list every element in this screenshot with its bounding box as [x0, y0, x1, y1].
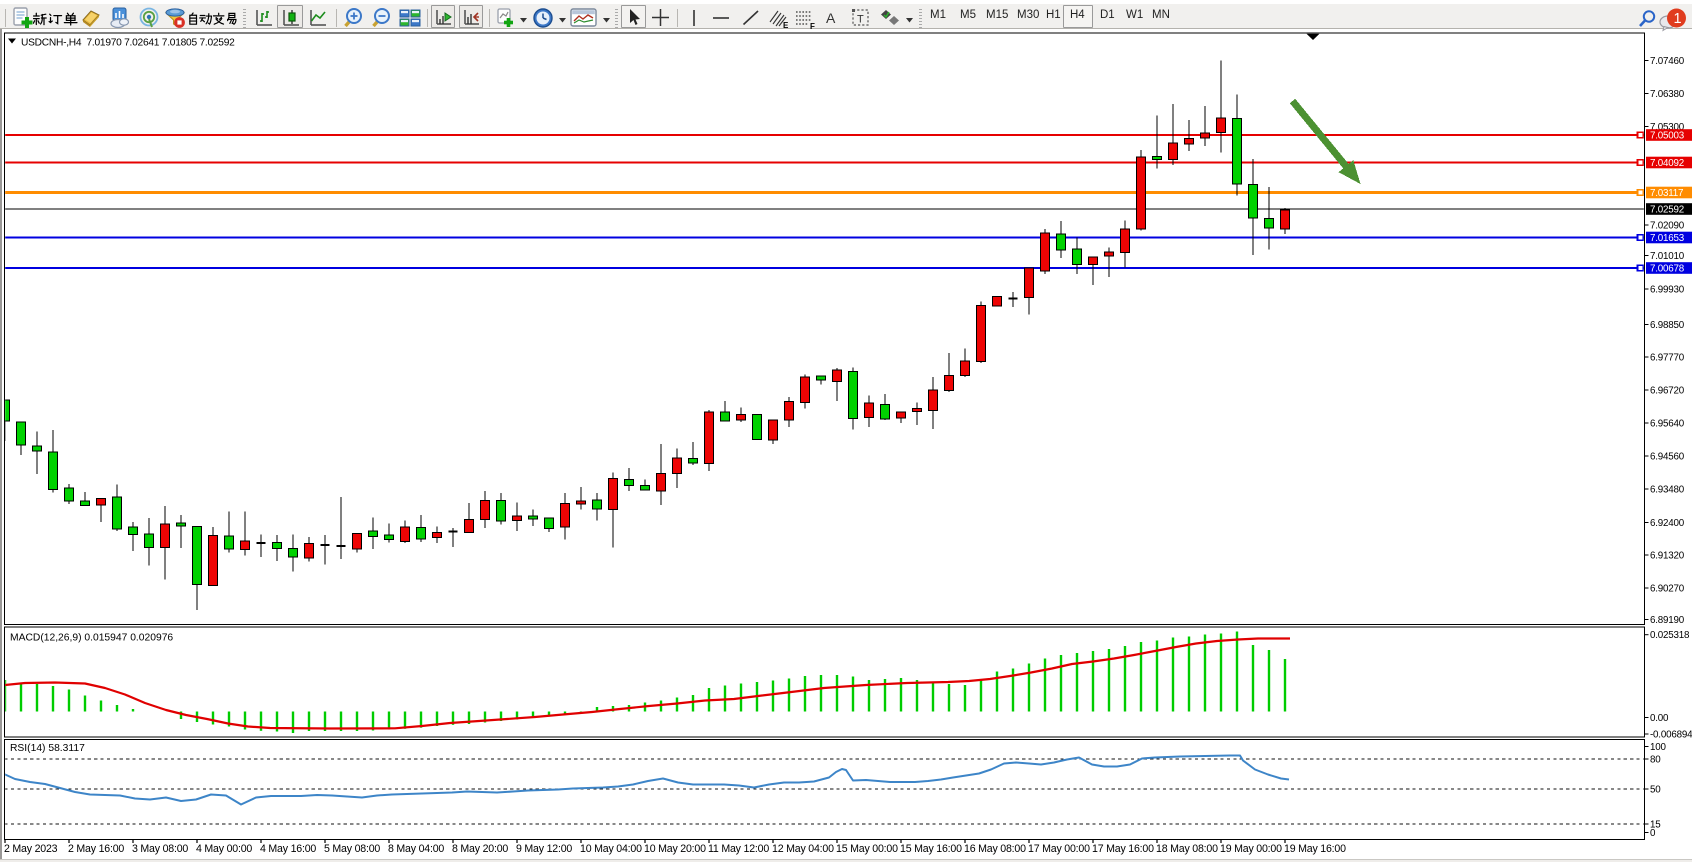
- svg-text:6.98850: 6.98850: [1650, 320, 1685, 331]
- svg-text:15 May 16:00: 15 May 16:00: [900, 843, 962, 855]
- svg-text:19 May 16:00: 19 May 16:00: [1284, 843, 1346, 855]
- svg-text:50: 50: [1650, 785, 1661, 796]
- svg-text:1: 1: [1674, 11, 1682, 27]
- svg-text:17 May 00:00: 17 May 00:00: [1028, 843, 1090, 855]
- svg-text:7.03117: 7.03117: [1650, 188, 1683, 199]
- svg-text:F: F: [810, 22, 815, 30]
- svg-text:15: 15: [1650, 820, 1661, 831]
- svg-text:7.01010: 7.01010: [1650, 251, 1685, 262]
- svg-text:18 May 08:00: 18 May 08:00: [1156, 843, 1218, 855]
- svg-text:7.05003: 7.05003: [1650, 131, 1685, 142]
- svg-text:9 May 12:00: 9 May 12:00: [516, 843, 572, 855]
- svg-text:-0.006894: -0.006894: [1650, 730, 1692, 741]
- svg-text:6.92400: 6.92400: [1650, 518, 1685, 529]
- svg-text:16 May 08:00: 16 May 08:00: [964, 843, 1026, 855]
- svg-text:0.00: 0.00: [1650, 713, 1669, 724]
- svg-text:17 May 16:00: 17 May 16:00: [1092, 843, 1154, 855]
- svg-text:6.95640: 6.95640: [1650, 419, 1685, 430]
- svg-text:12 May 04:00: 12 May 04:00: [772, 843, 834, 855]
- svg-text:6.97770: 6.97770: [1650, 353, 1685, 364]
- svg-text:T: T: [857, 14, 864, 26]
- svg-text:0.025318: 0.025318: [1650, 630, 1690, 641]
- svg-text:10 May 04:00: 10 May 04:00: [580, 843, 642, 855]
- svg-text:6.99930: 6.99930: [1650, 285, 1685, 296]
- svg-text:2 May 2023: 2 May 2023: [4, 843, 58, 855]
- svg-text:E: E: [783, 21, 789, 30]
- svg-text:7.02090: 7.02090: [1650, 221, 1685, 232]
- svg-text:7.01653: 7.01653: [1650, 233, 1685, 244]
- svg-text:3 May 08:00: 3 May 08:00: [132, 843, 188, 855]
- svg-text:4 May 00:00: 4 May 00:00: [196, 843, 252, 855]
- svg-text:7.04092: 7.04092: [1650, 158, 1684, 169]
- svg-text:6.90270: 6.90270: [1650, 584, 1685, 595]
- svg-text:6.94560: 6.94560: [1650, 452, 1685, 463]
- svg-text:7.06380: 7.06380: [1650, 89, 1685, 100]
- svg-text:80: 80: [1650, 755, 1661, 766]
- svg-text:6.93480: 6.93480: [1650, 485, 1685, 496]
- svg-text:0: 0: [1650, 828, 1656, 839]
- svg-text:4 May 16:00: 4 May 16:00: [260, 843, 316, 855]
- svg-text:100: 100: [1650, 742, 1666, 753]
- svg-text:5 May 08:00: 5 May 08:00: [324, 843, 380, 855]
- svg-text:8 May 20:00: 8 May 20:00: [452, 843, 508, 855]
- svg-text:2 May 16:00: 2 May 16:00: [68, 843, 124, 855]
- svg-text:USDCNH-,H4 7.01970 7.02641 7.: USDCNH-,H4 7.01970 7.02641 7.01805 7.025…: [21, 38, 235, 49]
- svg-text:15 May 00:00: 15 May 00:00: [836, 843, 898, 855]
- svg-text:7.00678: 7.00678: [1650, 264, 1685, 275]
- svg-text:7.02592: 7.02592: [1650, 205, 1684, 216]
- svg-text:MACD(12,26,9) 0.015947 0.02097: MACD(12,26,9) 0.015947 0.020976: [10, 633, 173, 644]
- svg-text:11 May 12:00: 11 May 12:00: [708, 843, 769, 855]
- svg-text:7.07460: 7.07460: [1650, 56, 1685, 67]
- svg-text:7.05300: 7.05300: [1650, 122, 1685, 133]
- svg-text:6.89190: 6.89190: [1650, 615, 1685, 626]
- svg-text:6.96720: 6.96720: [1650, 386, 1685, 397]
- svg-text:RSI(14) 58.3117: RSI(14) 58.3117: [10, 743, 85, 754]
- svg-text:10 May 20:00: 10 May 20:00: [644, 843, 706, 855]
- svg-text:8 May 04:00: 8 May 04:00: [388, 843, 444, 855]
- svg-text:6.91320: 6.91320: [1650, 551, 1685, 562]
- svg-text:19 May 00:00: 19 May 00:00: [1220, 843, 1282, 855]
